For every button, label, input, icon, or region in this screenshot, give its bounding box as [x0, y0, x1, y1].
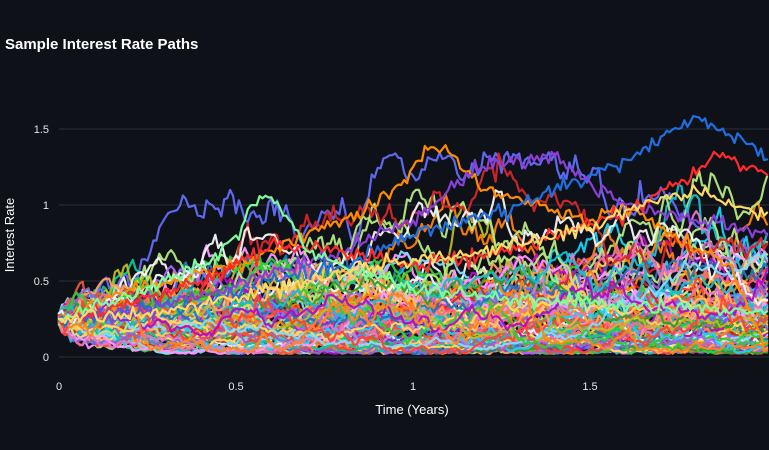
highlighted-rate-path [57, 150, 769, 325]
simulated-rate-path [57, 210, 769, 355]
chart-title: Sample Interest Rate Paths [5, 36, 199, 53]
y-tick-label: 0 [43, 352, 49, 364]
simulated-rate-path [57, 279, 769, 355]
highlighted-rate-path [57, 194, 769, 323]
highlighted-rate-path [57, 150, 769, 326]
x-tick-label: 1.5 [582, 381, 597, 393]
x-tick-label: 1 [410, 381, 416, 393]
simulated-rate-path [57, 188, 769, 320]
x-tick-label: 0 [56, 381, 62, 393]
y-tick-label: 0.5 [34, 276, 49, 288]
simulated-rate-path [57, 257, 769, 355]
highlighted-rate-path [57, 184, 769, 324]
x-axis-title: Time (Years) [375, 402, 448, 417]
simulated-rate-path [57, 150, 769, 318]
simulated-rate-path [57, 293, 769, 355]
y-tick-label: 1.5 [34, 124, 49, 136]
simulated-rate-path [57, 256, 769, 336]
y-tick-label: 1 [43, 200, 49, 212]
simulated-rate-path [57, 251, 769, 327]
highlight-layer [57, 114, 769, 353]
x-tick-label: 0.5 [228, 381, 243, 393]
simulated-rate-path [57, 268, 769, 338]
y-axis-title: Interest Rate [2, 198, 17, 272]
ticks: 0 0.5 1 1.5 0 0.5 1 1.5 [34, 124, 598, 393]
series-layer [57, 150, 769, 356]
highlighted-rate-path [57, 144, 769, 353]
